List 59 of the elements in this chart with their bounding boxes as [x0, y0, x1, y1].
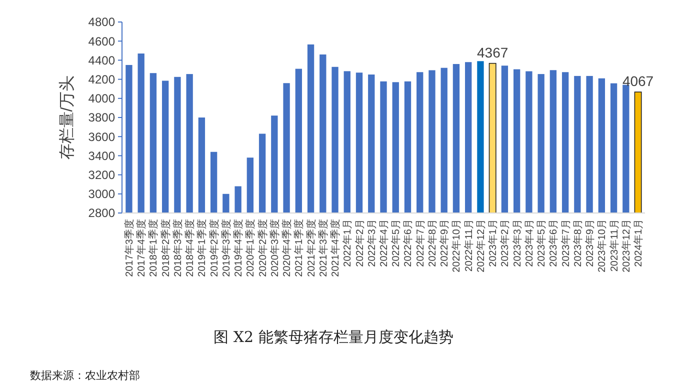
x-tick-label: 2020年1季度 [244, 219, 257, 277]
x-tick-label: 2022年12月 [474, 219, 487, 272]
x-tick-label: 2023年4月 [523, 219, 536, 267]
x-tick-label: 2019年4季度 [232, 219, 245, 277]
text: 图 X2 能繁母猪存栏量月度变化趋势 [214, 328, 454, 346]
x-tick-label: 2022年2月 [354, 219, 366, 267]
x-tick-label: 2023年6月 [548, 219, 560, 267]
x-tick-label: 2022年6月 [402, 219, 414, 267]
x-tick-label: 2021年1季度 [293, 219, 306, 277]
source-note: 数据来源：农业农村部 [30, 369, 140, 382]
x-tick-label: 2019年2季度 [208, 219, 220, 277]
y-tick-label: 4200 [88, 72, 116, 86]
x-tick-label: 2021年4季度 [330, 219, 342, 277]
y-tick-label: 3600 [88, 130, 116, 144]
x-tick-label: 2022年11月 [462, 219, 475, 272]
x-tick-label: 2018年1季度 [148, 219, 160, 277]
y-tick-label: 4600 [88, 34, 116, 48]
x-tick-label: 2022年7月 [414, 219, 426, 267]
data-label: 4067 [622, 73, 654, 89]
x-tick-label: 2023年1月 [487, 219, 500, 267]
x-tick-label: 2022年5月 [390, 219, 402, 267]
x-tick-label: 2023年3月 [511, 219, 524, 267]
x-tick-label: 2023年12月 [620, 219, 632, 272]
x-tick-label: 2023年9月 [584, 219, 596, 267]
x-tick-label: 2019年3季度 [220, 219, 232, 277]
y-tick-label: 4400 [88, 53, 116, 68]
x-tick-label: 2020年4季度 [281, 219, 294, 277]
x-tick-label: 2018年4季度 [184, 219, 196, 277]
x-tick-label: 2022年10月 [450, 219, 463, 272]
x-tick-label: 2022年3月 [366, 219, 378, 267]
x-tick-label: 2022年1月 [342, 219, 354, 267]
data-label: 4367 [477, 44, 508, 60]
y-tick-label: 3200 [88, 168, 116, 182]
x-tick-label: 2023年7月 [560, 219, 572, 267]
y-tick-label: 2800 [88, 206, 116, 220]
x-tick-label: 2021年3季度 [317, 219, 330, 277]
x-tick-label: 2022年8月 [426, 219, 438, 267]
x-tick-label: 2018年2季度 [160, 219, 172, 277]
y-tick-label: 3800 [88, 110, 116, 125]
x-tick-label: 2017年3季度 [123, 219, 136, 277]
x-tick-label: 2024年1月 [632, 219, 645, 267]
y-tick-label: 4800 [88, 15, 116, 30]
y-tick-label: 3000 [88, 187, 116, 202]
x-tick-label: 2019年1季度 [196, 219, 208, 277]
y-tick-label: 4000 [88, 92, 116, 106]
x-tick-label: 2017年4季度 [136, 219, 148, 277]
x-tick-label: 2023年5月 [536, 219, 548, 267]
x-tick-label: 2020年2季度 [256, 219, 269, 277]
x-tick-label: 2022年9月 [438, 219, 451, 267]
x-tick-label: 2023年11月 [608, 219, 620, 272]
y-tick-label: 3400 [88, 148, 116, 163]
x-tick-label: 2022年4月 [378, 219, 390, 267]
x-tick-label: 2021年2季度 [305, 219, 318, 277]
y-axis-title: 存栏量/万头 [58, 75, 76, 160]
x-tick-label: 2023年2月 [499, 219, 512, 267]
x-tick-label: 2020年3季度 [268, 219, 281, 277]
x-tick-label: 2018年3季度 [172, 219, 184, 277]
x-tick-label: 2023年10月 [596, 219, 608, 272]
x-tick-label: 2023年8月 [572, 219, 584, 267]
